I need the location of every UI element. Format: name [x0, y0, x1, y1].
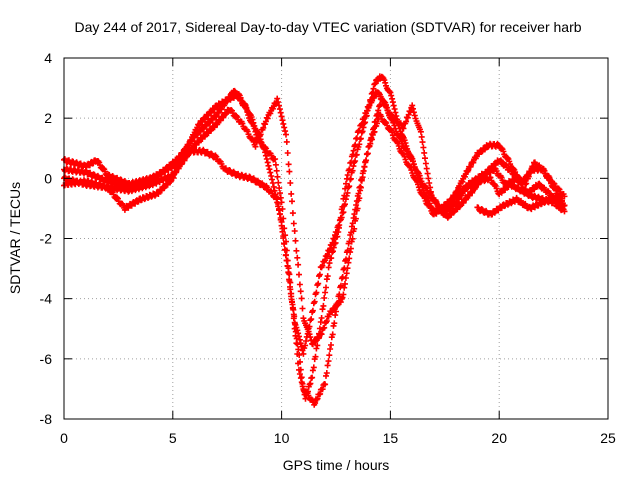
y-axis-label: SDTVAR / TECUs [7, 182, 23, 294]
series-markers [61, 91, 564, 408]
axis-ticks [63, 57, 609, 420]
series-markers [61, 95, 568, 348]
tick-labels: 0 5 10 15 20 25 -8 -6 -4 -2 0 2 4 [40, 50, 616, 446]
x-axis-label: GPS time / hours [283, 457, 390, 473]
series-track-3 [61, 91, 564, 408]
y-tick-label: 2 [44, 110, 52, 126]
y-tick-label: -6 [40, 351, 53, 367]
x-tick-label: 15 [383, 430, 399, 446]
y-tick-label: -2 [40, 231, 53, 247]
y-tick-label: -8 [40, 411, 53, 427]
series-track-5 [474, 192, 568, 218]
y-tick-label: 4 [44, 50, 52, 66]
x-tick-label: 25 [600, 430, 616, 446]
x-tick-label: 20 [491, 430, 507, 446]
chart-title: Day 244 of 2017, Sidereal Day-to-day VTE… [74, 19, 581, 35]
series-track-2 [61, 95, 568, 348]
series-markers [61, 87, 568, 402]
data-points [61, 73, 568, 408]
x-tick-label: 10 [274, 430, 290, 446]
y-tick-label: 0 [44, 170, 52, 186]
x-tick-label: 5 [169, 430, 177, 446]
series-track-1 [61, 87, 568, 402]
x-tick-label: 0 [60, 430, 68, 446]
y-tick-label: -4 [40, 291, 53, 307]
series-markers [474, 192, 568, 218]
